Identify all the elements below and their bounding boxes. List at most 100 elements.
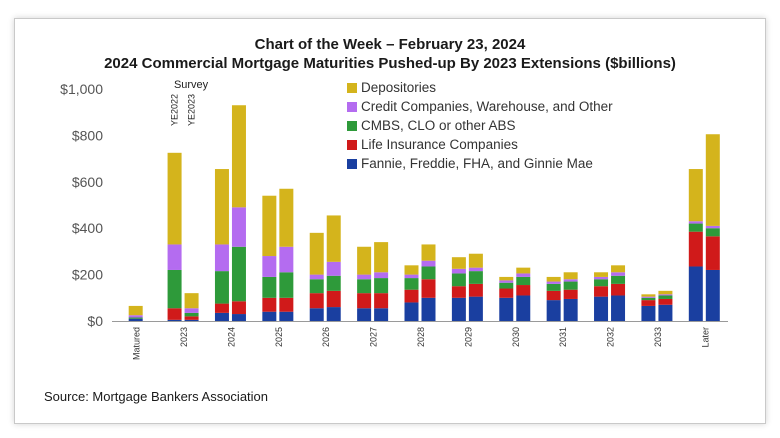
bar-segment — [214, 244, 229, 272]
survey-annotation: Survey YE2022 YE2023 — [170, 79, 209, 126]
bar-segment — [404, 274, 419, 279]
bar-segment — [128, 317, 143, 319]
x-tick-label: 2023 — [179, 327, 189, 347]
bar-segment — [128, 315, 143, 318]
bar-segment — [128, 318, 143, 321]
bar-segment — [231, 207, 246, 247]
bar-segment — [468, 267, 483, 272]
y-tick-label: $1,000 — [60, 81, 103, 97]
bar-segment — [326, 275, 341, 291]
y-tick-label: $400 — [72, 220, 103, 236]
legend-swatch — [347, 159, 357, 169]
bar-segment — [326, 307, 341, 321]
bar-segment — [468, 296, 483, 321]
bar-segment — [451, 268, 466, 274]
bar-segment — [167, 269, 182, 309]
bar-segment — [516, 295, 531, 321]
x-tick-label: 2028 — [416, 327, 426, 347]
chart-frame — [14, 18, 766, 424]
bar-segment — [404, 265, 419, 275]
bar-segment — [688, 169, 703, 222]
bar-segment — [214, 312, 229, 321]
bar-segment — [184, 293, 199, 309]
bar-segment — [705, 134, 720, 226]
bars-layer — [128, 105, 720, 321]
y-tick-label: $200 — [72, 267, 103, 283]
legend-swatch — [347, 102, 357, 112]
bar-segment — [184, 312, 199, 317]
bar-segment — [279, 297, 294, 312]
bar-segment — [563, 279, 578, 282]
bar-segment — [705, 228, 720, 237]
bar-segment — [546, 290, 561, 301]
bar-segment — [688, 221, 703, 224]
bar-segment — [563, 272, 578, 280]
bar-segment — [451, 297, 466, 321]
bar-segment — [468, 283, 483, 297]
bar-segment — [374, 308, 389, 321]
bar-segment — [404, 302, 419, 321]
x-tick-label: 2031 — [558, 327, 568, 347]
bar-segment — [641, 294, 656, 297]
axis-layer: $0 $200 $400 $600 $800 $1,000 Matured 2023 2024 2… — [60, 81, 728, 360]
x-tick-label: Later — [700, 327, 710, 348]
bar-segment — [279, 246, 294, 273]
bar-segment — [374, 293, 389, 309]
bar-segment — [262, 256, 277, 277]
bar-segment — [546, 300, 561, 321]
bar-segment — [326, 290, 341, 308]
bar-segment — [611, 265, 626, 273]
legend-label: CMBS, CLO or other ABS — [361, 118, 516, 133]
bar-segment — [167, 244, 182, 270]
bar-segment — [326, 261, 341, 276]
legend-label: Credit Companies, Warehouse, and Other — [361, 99, 613, 114]
bar-segment — [516, 273, 531, 277]
bar-segment — [357, 293, 372, 309]
bar-segment — [184, 308, 199, 313]
bar-segment — [374, 242, 389, 273]
bar-segment — [404, 278, 419, 290]
legend-swatch — [347, 140, 357, 150]
x-tick-label: 2029 — [463, 327, 473, 347]
bar-segment — [658, 295, 673, 299]
bar-segment — [262, 311, 277, 321]
bar-segment — [499, 288, 514, 298]
bar-segment — [374, 278, 389, 294]
legend-swatch — [347, 121, 357, 131]
y-tick-label: $600 — [72, 174, 103, 190]
bar-segment — [516, 267, 531, 274]
bar-segment — [421, 279, 436, 298]
legend-label: Depositories — [361, 80, 436, 95]
bar-segment — [516, 285, 531, 296]
bar-segment — [184, 319, 199, 321]
bar-segment — [262, 195, 277, 257]
bar-segment — [499, 280, 514, 283]
bar-segment — [167, 308, 182, 320]
x-tick-label: 2026 — [321, 327, 331, 347]
bar-segment — [184, 316, 199, 320]
bar-segment — [594, 286, 609, 297]
bar-segment — [611, 283, 626, 296]
bar-segment — [611, 275, 626, 284]
bar-segment — [357, 279, 372, 294]
bar-segment — [546, 281, 561, 284]
bar-segment — [262, 276, 277, 298]
bar-segment — [262, 297, 277, 312]
legend-label: Life Insurance Companies — [361, 137, 518, 152]
bar-segment — [594, 272, 609, 277]
bar-segment — [705, 269, 720, 321]
source-note: Source: Mortgage Bankers Association — [44, 389, 269, 404]
x-tick-label: 2032 — [606, 327, 616, 347]
legend: Depositories Credit Companies, Warehouse,… — [347, 80, 613, 171]
bar-segment — [231, 314, 246, 321]
bar-segment — [468, 271, 483, 284]
bar-segment — [594, 276, 609, 280]
bar-segment — [451, 273, 466, 287]
bar-segment — [563, 281, 578, 290]
bar-segment — [231, 246, 246, 302]
survey-year-label: YE2022 — [170, 94, 180, 126]
bar-segment — [641, 297, 656, 301]
bar-segment — [688, 223, 703, 232]
bar-segment — [357, 274, 372, 280]
